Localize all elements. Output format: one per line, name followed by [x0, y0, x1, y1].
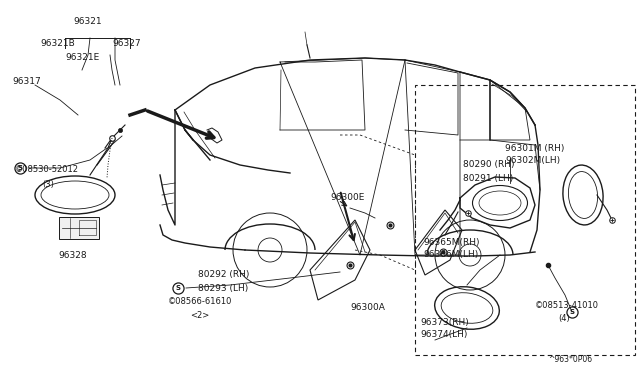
Text: 96317: 96317 [12, 77, 41, 87]
Text: 96321E: 96321E [65, 54, 99, 62]
Text: <2>: <2> [190, 311, 209, 320]
Text: 96300A: 96300A [350, 304, 385, 312]
Text: ©08513-41010: ©08513-41010 [535, 301, 599, 310]
Text: 80291 (LH): 80291 (LH) [463, 173, 513, 183]
Text: 96300E: 96300E [330, 193, 364, 202]
Text: ©08566-61610: ©08566-61610 [168, 298, 232, 307]
Text: 96327: 96327 [112, 38, 141, 48]
Text: 96302M(LH): 96302M(LH) [505, 155, 560, 164]
Text: 96365M(RH): 96365M(RH) [423, 238, 479, 247]
Text: ©08530-52012: ©08530-52012 [15, 166, 79, 174]
Text: S: S [570, 309, 575, 315]
FancyBboxPatch shape [59, 217, 99, 239]
Text: 96321: 96321 [74, 17, 102, 26]
Text: 80293 (LH): 80293 (LH) [198, 283, 248, 292]
Text: 96374(LH): 96374(LH) [420, 330, 467, 340]
Text: 80290 (RH): 80290 (RH) [463, 160, 515, 170]
Text: S: S [175, 285, 180, 291]
Text: 96301M (RH): 96301M (RH) [505, 144, 564, 153]
Text: 96321B: 96321B [40, 38, 75, 48]
Text: S: S [17, 165, 22, 171]
Text: (4): (4) [558, 314, 570, 323]
Bar [415, 85, 635, 355]
Text: 96366M(LH): 96366M(LH) [423, 250, 478, 260]
Text: 80292 (RH): 80292 (RH) [198, 270, 250, 279]
Text: 96373(RH): 96373(RH) [420, 317, 468, 327]
Text: 96328: 96328 [58, 250, 86, 260]
Text: (3): (3) [42, 180, 54, 189]
Text: ^963*0P06: ^963*0P06 [548, 356, 592, 365]
